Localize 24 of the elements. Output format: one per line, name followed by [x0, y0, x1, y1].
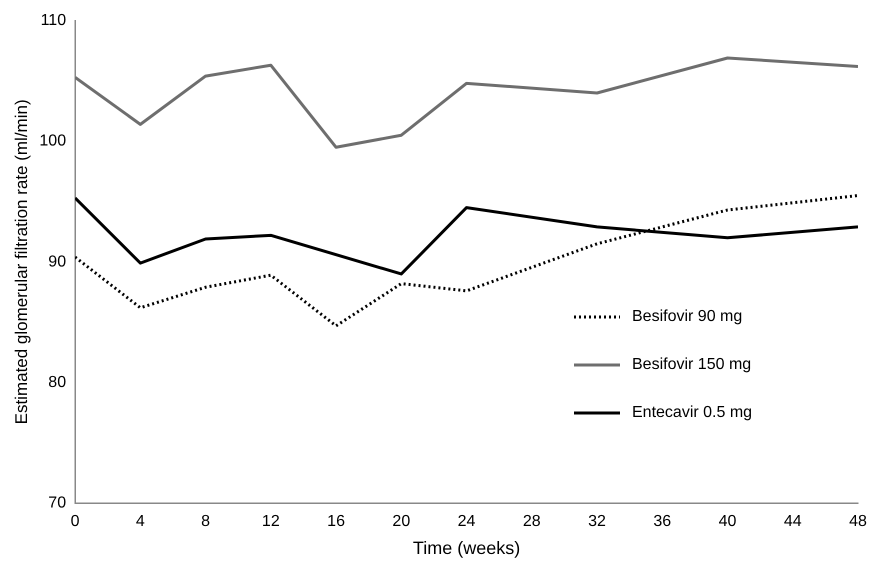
- x-tick-label: 0: [70, 513, 80, 530]
- x-axis-title: Time (weeks): [412, 538, 520, 558]
- y-tick-label: 110: [40, 12, 66, 30]
- legend-label: Besifovir 90 mg: [632, 308, 742, 326]
- x-tick-label: 32: [588, 513, 606, 530]
- x-tick-label: 40: [718, 513, 737, 530]
- x-tick-label: 8: [201, 513, 210, 530]
- x-tick-label: 24: [458, 513, 476, 530]
- x-tick-label: 16: [327, 513, 346, 530]
- y-tick-label: 80: [48, 374, 66, 391]
- x-tick-label: 28: [522, 513, 541, 530]
- x-tick-label: 4: [136, 513, 145, 530]
- line-series: [75, 194, 858, 328]
- x-tick-label: 44: [784, 513, 802, 530]
- legend-label: Besifovir 150 mg: [632, 356, 752, 374]
- x-tick-label: 36: [653, 513, 672, 530]
- y-tick-label: 70: [48, 494, 66, 512]
- x-tick-label: 20: [392, 513, 410, 530]
- y-tick-label: 100: [39, 132, 66, 150]
- y-tick-label: 90: [48, 253, 66, 270]
- x-tick-label: 48: [849, 513, 867, 530]
- y-axis-title: Estimated glomerular filtration rate (ml/min): [12, 99, 31, 424]
- legend-label: Entecavir 0.5 mg: [632, 404, 752, 422]
- x-tick-label: 12: [262, 513, 280, 530]
